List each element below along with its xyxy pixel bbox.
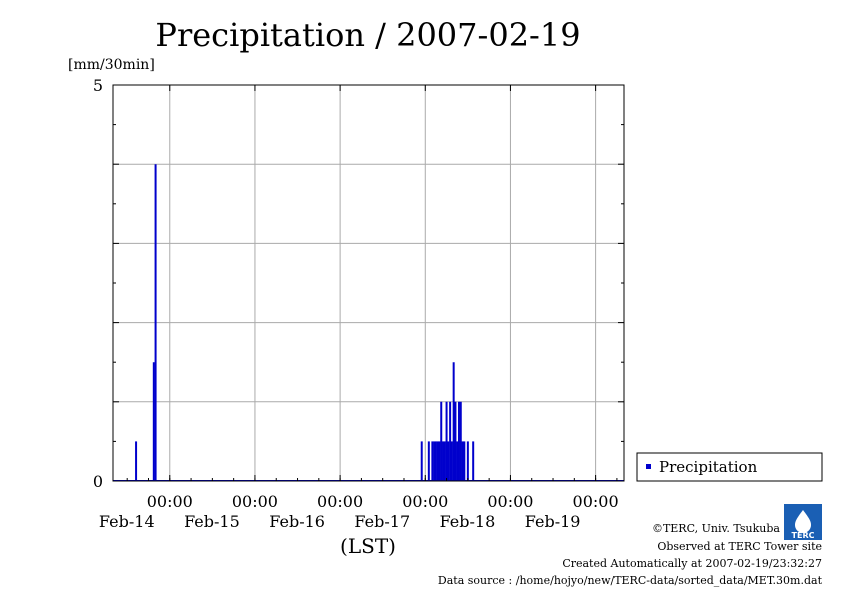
x-tick-date-label: Feb-15 xyxy=(184,512,240,531)
site-text: Observed at TERC Tower site xyxy=(657,540,822,553)
x-tick-time-label: 00:00 xyxy=(573,492,619,511)
terc-logo: TERC xyxy=(784,504,822,540)
created-text: Created Automatically at 2007-02-19/23:3… xyxy=(562,557,822,570)
y-axis-label: [mm/30min] xyxy=(68,57,155,73)
x-axis-label: (LST) xyxy=(340,534,396,558)
y-tick-label: 5 xyxy=(93,76,103,95)
legend-swatch xyxy=(646,464,651,469)
legend: Precipitation xyxy=(636,452,823,482)
legend-box xyxy=(636,452,823,482)
x-tick-time-label: 00:00 xyxy=(232,492,278,511)
x-tick-date-label: Feb-19 xyxy=(525,512,581,531)
x-tick-date-label: Feb-16 xyxy=(269,512,325,531)
x-tick-time-label: 00:00 xyxy=(402,492,448,511)
water-drop-icon xyxy=(795,510,811,533)
y-tick-label: 0 xyxy=(93,472,103,491)
x-tick-time-label: 00:00 xyxy=(487,492,533,511)
x-tick-date-label: Feb-18 xyxy=(440,512,496,531)
copyright-text: ©TERC, Univ. Tsukuba xyxy=(652,522,780,535)
legend-label: Precipitation xyxy=(659,458,758,476)
source-text: Data source : /home/hojyo/new/TERC-data/… xyxy=(438,574,823,587)
plot-frame xyxy=(112,84,625,482)
x-axis-ticks: 00:00Feb-1400:00Feb-1500:00Feb-1600:00Fe… xyxy=(99,85,619,531)
grid-lines xyxy=(113,85,624,481)
chart-title: Precipitation / 2007-02-19 xyxy=(155,16,580,54)
x-tick-date-label: Feb-14 xyxy=(99,512,155,531)
y-axis-ticks: 05 xyxy=(93,76,624,491)
x-tick-time-label: 00:00 xyxy=(317,492,363,511)
x-tick-date-label: Feb-17 xyxy=(354,512,410,531)
x-tick-time-label: 00:00 xyxy=(147,492,193,511)
logo-text: TERC xyxy=(792,531,815,540)
